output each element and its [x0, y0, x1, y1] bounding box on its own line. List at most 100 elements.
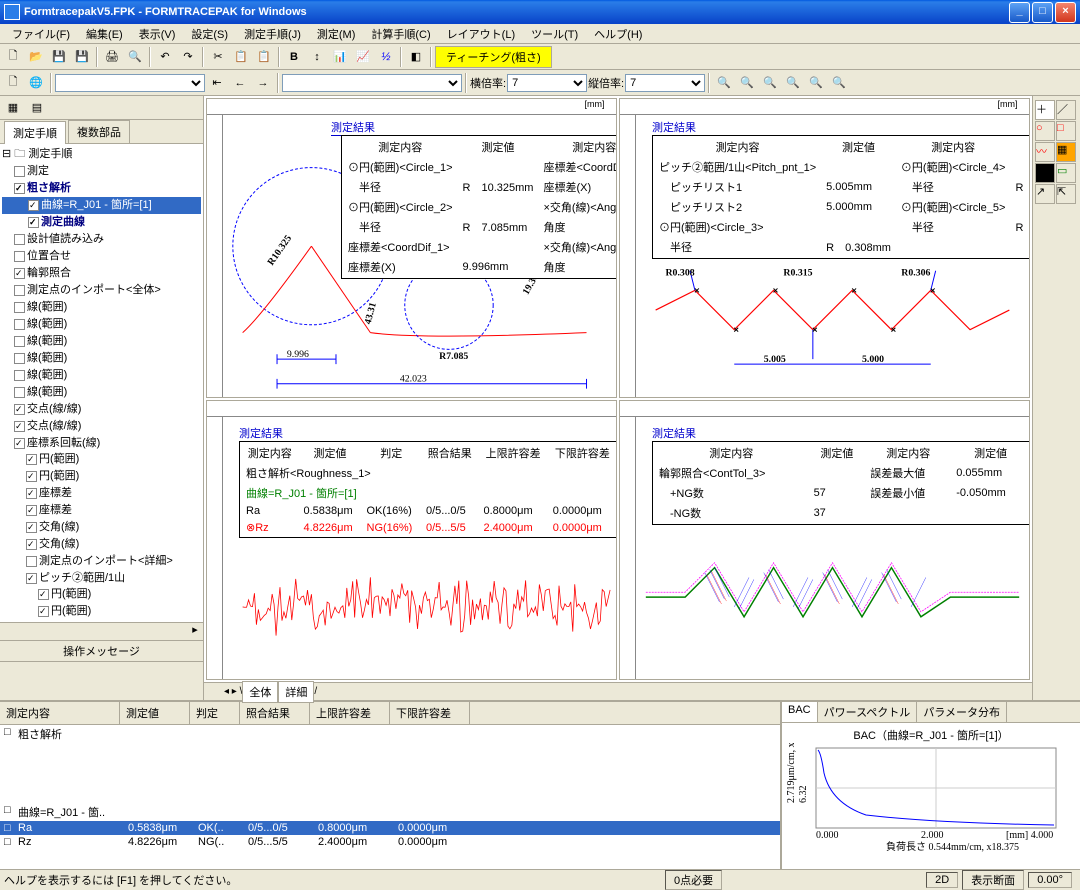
tree-item[interactable]: 座標差 — [14, 485, 201, 502]
svg-text:負荷長さ 0.544mm/cm, x18.375: 負荷長さ 0.544mm/cm, x18.375 — [886, 841, 1019, 853]
tree-item[interactable]: 座標差 — [14, 502, 201, 519]
tool-b-icon[interactable]: 📊 — [329, 46, 351, 68]
tab-power[interactable]: パワースペクトル — [818, 702, 918, 722]
close-button[interactable]: × — [1055, 2, 1076, 23]
tree-item[interactable]: 線(範囲) — [2, 333, 201, 350]
tab-param[interactable]: パラメータ分布 — [917, 702, 1007, 722]
tree-item[interactable]: 座標系回転(線)円(範囲)円(範囲)座標差座標差交角(線)交角(線)測定点のイン… — [2, 435, 201, 622]
nav-first-icon[interactable]: ⇤ — [206, 72, 228, 94]
save-icon[interactable]: 💾 — [48, 46, 70, 68]
tree-item[interactable]: 線(範囲) — [2, 350, 201, 367]
undo-icon[interactable]: ↶ — [154, 46, 176, 68]
rtool-8-icon[interactable]: ▭ — [1056, 163, 1076, 183]
rtool-6-icon[interactable]: ▦ — [1056, 142, 1076, 162]
zoomfit-icon[interactable]: 🔍 — [759, 72, 781, 94]
tree-item[interactable]: ピッチ②範囲/1山円(範囲)円(範囲) — [14, 570, 201, 621]
vmag-select[interactable]: 7 — [625, 74, 705, 92]
rtool-5-icon[interactable]: 〰 — [1035, 142, 1055, 162]
print-icon[interactable]: 🖨 — [101, 46, 123, 68]
rtool-10-icon[interactable]: ⇱ — [1056, 184, 1076, 204]
tree[interactable]: ⊟ 🗀 測定手順測定粗さ解析曲線=R_J01 - 箇所=[1]測定曲線設計値読み… — [0, 144, 203, 622]
saveadd-icon[interactable]: 💾 — [71, 46, 93, 68]
rtool-2-icon[interactable]: ／ — [1056, 100, 1076, 120]
doc-icon[interactable]: 🗋 — [2, 72, 24, 94]
tree-item[interactable]: 線(範囲) — [2, 367, 201, 384]
tab-bac[interactable]: BAC — [782, 702, 818, 722]
tree-item[interactable]: 線(範囲) — [2, 316, 201, 333]
tool-e-icon[interactable]: ◧ — [405, 46, 427, 68]
result-row[interactable]: □粗さ解析 — [0, 725, 780, 803]
tree-item[interactable]: 交点(線/線) — [2, 418, 201, 435]
open-icon[interactable]: 📂 — [25, 46, 47, 68]
result-row[interactable]: □曲線=R_J01 - 箇.. — [0, 803, 780, 821]
tree-item[interactable]: 円(範囲) — [26, 603, 201, 620]
zoomv-icon[interactable]: 🔍 — [782, 72, 804, 94]
side-btn2-icon[interactable]: ▤ — [26, 97, 48, 119]
combo-2[interactable] — [282, 74, 462, 92]
rtool-4-icon[interactable]: □ — [1056, 121, 1076, 141]
zoomregion-icon[interactable]: 🔍 — [805, 72, 827, 94]
menu-edit[interactable]: 編集(E) — [78, 24, 131, 44]
menu-measproc[interactable]: 測定手順(J) — [236, 24, 309, 44]
tree-item[interactable]: 線(範囲) — [2, 384, 201, 401]
cut-icon[interactable]: ✂ — [207, 46, 229, 68]
bac-chart: BAC（曲線=R_J01 - 箇所=[1]） 2.719μm/cm, x3677… — [782, 723, 1080, 869]
new-icon[interactable]: 🗋 — [2, 46, 24, 68]
menu-tool[interactable]: ツール(T) — [523, 24, 586, 44]
globe-icon[interactable]: 🌐 — [25, 72, 47, 94]
tree-item[interactable]: 円(範囲) — [14, 451, 201, 468]
tree-item[interactable]: 測定点のインポート<全体> — [2, 282, 201, 299]
paste-icon[interactable]: 📋 — [253, 46, 275, 68]
tree-item[interactable]: 輪郭照合 — [2, 265, 201, 282]
menu-file[interactable]: ファイル(F) — [4, 24, 78, 44]
tree-item[interactable]: 線(範囲) — [2, 299, 201, 316]
redo-icon[interactable]: ↷ — [177, 46, 199, 68]
menu-settings[interactable]: 設定(S) — [183, 24, 236, 44]
rtool-7-icon[interactable] — [1035, 163, 1055, 183]
tool-a-icon[interactable]: ↕ — [306, 46, 328, 68]
teaching-mode[interactable]: ティーチング(粗さ) — [435, 46, 552, 68]
tab-proc[interactable]: 測定手順 — [4, 121, 66, 144]
tree-item[interactable]: 交角(線) — [14, 519, 201, 536]
result-row[interactable]: □Rz4.8226μmNG(..0/5...5/52.4000μm0.0000μ… — [0, 835, 780, 849]
zoomin-icon[interactable]: 🔍 — [713, 72, 735, 94]
hmag-select[interactable]: 7 — [507, 74, 587, 92]
tree-item[interactable]: 設計値読み込み — [2, 231, 201, 248]
result-row[interactable]: □Ra0.5838μmOK(..0/5...0/50.8000μm0.0000μ… — [0, 821, 780, 835]
rtool-9-icon[interactable]: ↗ — [1035, 184, 1055, 204]
tree-item[interactable]: 位置合せ — [2, 248, 201, 265]
nav-next-icon[interactable]: → — [252, 72, 274, 94]
zoomout-icon[interactable]: 🔍 — [736, 72, 758, 94]
tree-item[interactable]: 交角(線) — [14, 536, 201, 553]
menu-calcproc[interactable]: 計算手順(C) — [363, 24, 438, 44]
menu-view[interactable]: 表示(V) — [131, 24, 184, 44]
tree-item[interactable]: 円(範囲) — [14, 468, 201, 485]
tree-item[interactable]: 粗さ解析 — [2, 180, 201, 197]
bold-icon[interactable]: B — [283, 46, 305, 68]
side-btn1-icon[interactable]: ▦ — [2, 97, 24, 119]
maximize-button[interactable]: □ — [1032, 2, 1053, 23]
menu-meas[interactable]: 測定(M) — [309, 24, 364, 44]
tab-multi[interactable]: 複数部品 — [68, 120, 130, 143]
tree-item[interactable]: 測定曲線 — [2, 214, 201, 231]
tree-item[interactable]: 曲線=R_J01 - 箇所=[1] — [2, 197, 201, 214]
menu-help[interactable]: ヘルプ(H) — [586, 24, 650, 44]
tree-item[interactable]: 測定 — [2, 163, 201, 180]
tree-item[interactable]: 円(範囲) — [26, 586, 201, 603]
copy-icon[interactable]: 📋 — [230, 46, 252, 68]
minimize-button[interactable]: _ — [1009, 2, 1030, 23]
rtool-1-icon[interactable]: ＋ — [1035, 100, 1055, 120]
zoom1-icon[interactable]: 🔍 — [828, 72, 850, 94]
tool-c-icon[interactable]: 📈 — [352, 46, 374, 68]
tree-item[interactable]: 測定点のインポート<詳細> — [14, 553, 201, 570]
tab-detail[interactable]: 詳細 — [278, 681, 314, 703]
tool-d-icon[interactable]: ½ — [375, 46, 397, 68]
menu-layout[interactable]: レイアウト(L) — [439, 24, 523, 44]
combo-1[interactable] — [55, 74, 205, 92]
tree-item[interactable]: 交点(線/線) — [2, 401, 201, 418]
panel-1: [mm] 測定結果 測定内容測定値測定内容測定値 ⊙円(範囲)<Circle_1… — [206, 98, 617, 398]
preview-icon[interactable]: 🔍 — [124, 46, 146, 68]
rtool-3-icon[interactable]: ○ — [1035, 121, 1055, 141]
nav-prev-icon[interactable]: ← — [229, 72, 251, 94]
tab-all[interactable]: 全体 — [242, 681, 278, 703]
